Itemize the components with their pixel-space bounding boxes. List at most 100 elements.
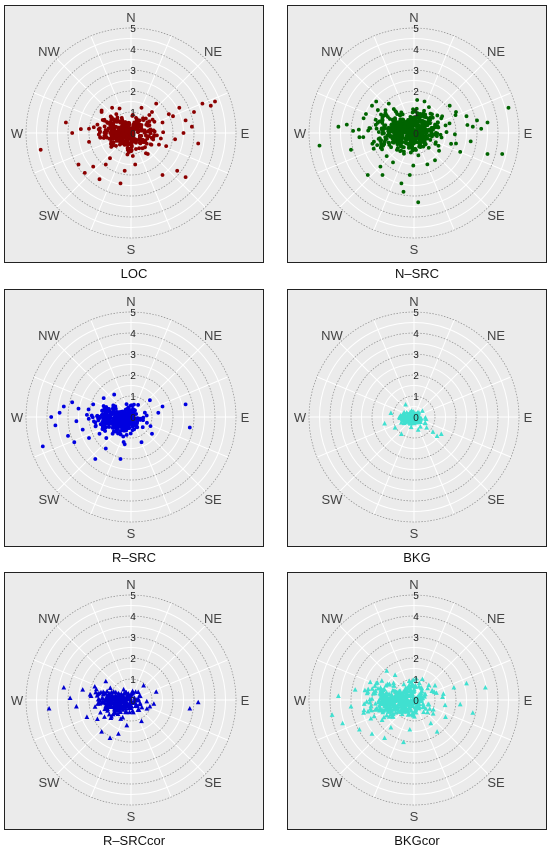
radial-tick-label: 0 (130, 696, 136, 707)
direction-label-sw: SW (38, 208, 60, 223)
radial-tick-label: 5 (130, 308, 136, 319)
direction-label-n: N (409, 294, 418, 309)
data-point (436, 120, 440, 125)
data-point (133, 162, 138, 167)
ring-gridline (392, 395, 436, 439)
data-point (416, 414, 422, 419)
data-point (183, 402, 188, 407)
radial-tick-label: 3 (413, 633, 419, 644)
data-point (104, 697, 110, 703)
data-point (336, 124, 341, 129)
direction-label-s: S (410, 242, 419, 257)
data-point (409, 123, 414, 128)
data-point (132, 697, 138, 703)
data-point (405, 124, 410, 129)
data-point (132, 695, 137, 700)
data-point (407, 173, 412, 177)
radial-tick-label: 1 (413, 675, 419, 686)
direction-label-w: W (11, 693, 24, 708)
data-point (160, 120, 165, 125)
data-point (434, 433, 440, 439)
data-point (371, 713, 377, 719)
data-point (115, 411, 119, 416)
data-point (401, 700, 406, 706)
data-point (98, 709, 103, 715)
data-point (80, 427, 85, 432)
data-point (144, 698, 150, 704)
direction-label-nw: NW (38, 611, 60, 626)
ring-gridline (308, 594, 520, 806)
data-point (399, 141, 404, 145)
data-point (413, 418, 418, 424)
data-point (382, 696, 388, 702)
ring-gridline (25, 27, 237, 239)
data-point (138, 128, 143, 133)
data-point (378, 685, 383, 690)
data-point (134, 147, 138, 151)
data-point (139, 416, 143, 421)
data-point (139, 440, 144, 445)
data-point (119, 703, 125, 709)
data-point (121, 410, 126, 415)
data-point (96, 416, 101, 420)
data-point (93, 457, 98, 461)
data-point (151, 137, 156, 142)
data-point (412, 682, 418, 688)
data-point (415, 111, 420, 115)
data-point (403, 402, 408, 407)
data-point (70, 400, 75, 405)
data-point (370, 141, 375, 146)
data-point (444, 130, 449, 134)
data-point (416, 153, 421, 158)
minor-ring (57, 343, 205, 491)
data-point (425, 162, 430, 167)
data-point (112, 710, 118, 715)
data-point (133, 703, 138, 709)
data-point (106, 408, 111, 413)
data-point (171, 114, 175, 119)
direction-label-e: E (241, 126, 250, 141)
data-point (124, 703, 130, 708)
data-point (160, 173, 165, 177)
data-point (485, 152, 490, 156)
radial-tick-label: 2 (130, 654, 136, 665)
data-point (419, 136, 424, 141)
caption-loc: LOC (120, 266, 148, 281)
data-point (124, 709, 130, 715)
data-point (100, 423, 105, 428)
data-point (195, 699, 201, 705)
data-point (386, 115, 390, 119)
data-point (97, 431, 102, 436)
data-point (376, 130, 381, 134)
minor-ring (36, 322, 226, 512)
data-point (348, 703, 354, 709)
data-point (415, 98, 420, 102)
data-point (129, 143, 134, 148)
data-point (418, 416, 424, 421)
data-point (369, 686, 375, 691)
data-point (430, 115, 435, 120)
data-point (111, 700, 117, 706)
data-point (142, 140, 147, 144)
radial-tick-label: 5 (413, 591, 419, 602)
data-point (500, 152, 505, 156)
data-point (108, 703, 114, 708)
radial-tick-label: 3 (130, 633, 136, 644)
data-point (76, 406, 81, 411)
radial-tick-label: 4 (413, 329, 419, 340)
data-point (391, 703, 396, 708)
data-point (157, 142, 161, 147)
data-point (367, 126, 372, 131)
data-point (410, 677, 416, 682)
data-point (365, 689, 371, 694)
data-point (411, 107, 415, 112)
data-point (115, 427, 120, 432)
data-point (408, 699, 414, 705)
data-point (417, 115, 422, 119)
data-point (404, 685, 410, 691)
data-point (373, 701, 378, 706)
data-point (130, 688, 135, 694)
data-point (351, 129, 355, 133)
data-point (387, 703, 393, 709)
